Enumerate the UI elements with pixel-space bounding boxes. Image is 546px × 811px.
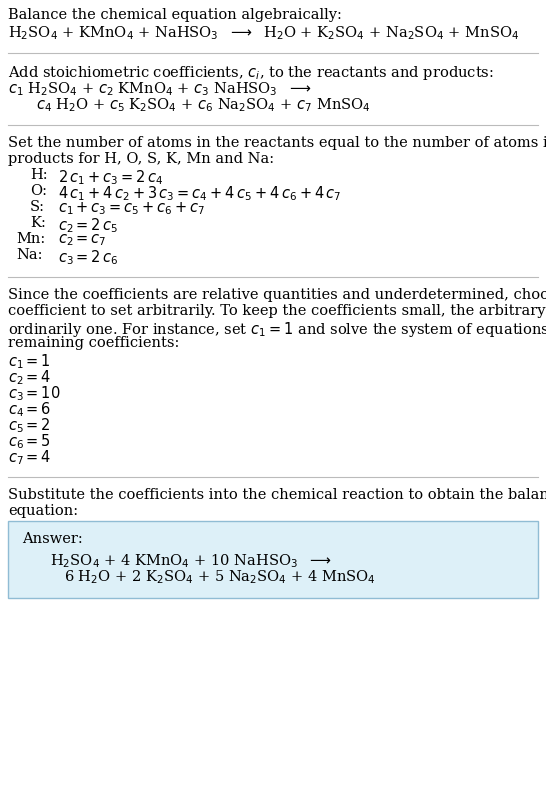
- Text: $c_4 = 6$: $c_4 = 6$: [8, 400, 51, 418]
- Text: products for H, O, S, K, Mn and Na:: products for H, O, S, K, Mn and Na:: [8, 152, 274, 165]
- Bar: [8, 521, 538, 598]
- Text: $c_1$ H$_2$SO$_4$ + $c_2$ KMnO$_4$ + $c_3$ NaHSO$_3$  $\longrightarrow$: $c_1$ H$_2$SO$_4$ + $c_2$ KMnO$_4$ + $c_…: [8, 80, 311, 97]
- Text: H$_2$SO$_4$ + 4 KMnO$_4$ + 10 NaHSO$_3$  $\longrightarrow$: H$_2$SO$_4$ + 4 KMnO$_4$ + 10 NaHSO$_3$ …: [50, 552, 331, 570]
- Text: K:: K:: [30, 216, 46, 230]
- Text: $c_6 = 5$: $c_6 = 5$: [8, 431, 51, 450]
- Text: $2\,c_1 + c_3 = 2\,c_4$: $2\,c_1 + c_3 = 2\,c_4$: [58, 168, 163, 187]
- Text: $c_4$ H$_2$O + $c_5$ K$_2$SO$_4$ + $c_6$ Na$_2$SO$_4$ + $c_7$ MnSO$_4$: $c_4$ H$_2$O + $c_5$ K$_2$SO$_4$ + $c_6$…: [36, 96, 371, 114]
- Text: Since the coefficients are relative quantities and underdetermined, choose a: Since the coefficients are relative quan…: [8, 288, 546, 302]
- Text: $c_3 = 10$: $c_3 = 10$: [8, 384, 61, 402]
- Text: $c_2 = c_7$: $c_2 = c_7$: [58, 232, 106, 247]
- Text: Answer:: Answer:: [22, 531, 83, 545]
- Text: $c_1 = 1$: $c_1 = 1$: [8, 351, 51, 371]
- Text: ordinarily one. For instance, set $c_1 = 1$ and solve the system of equations fo: ordinarily one. For instance, set $c_1 =…: [8, 320, 546, 338]
- Text: remaining coefficients:: remaining coefficients:: [8, 336, 180, 350]
- Text: Mn:: Mn:: [16, 232, 45, 246]
- Text: Add stoichiometric coefficients, $c_i$, to the reactants and products:: Add stoichiometric coefficients, $c_i$, …: [8, 64, 494, 82]
- Text: Balance the chemical equation algebraically:: Balance the chemical equation algebraica…: [8, 8, 342, 22]
- Text: Set the number of atoms in the reactants equal to the number of atoms in the: Set the number of atoms in the reactants…: [8, 135, 546, 150]
- Text: H$_2$SO$_4$ + KMnO$_4$ + NaHSO$_3$  $\longrightarrow$  H$_2$O + K$_2$SO$_4$ + Na: H$_2$SO$_4$ + KMnO$_4$ + NaHSO$_3$ $\lon…: [8, 24, 519, 41]
- Text: Substitute the coefficients into the chemical reaction to obtain the balanced: Substitute the coefficients into the che…: [8, 487, 546, 501]
- Text: $c_7 = 4$: $c_7 = 4$: [8, 448, 51, 466]
- Text: coefficient to set arbitrarily. To keep the coefficients small, the arbitrary va: coefficient to set arbitrarily. To keep …: [8, 303, 546, 318]
- Text: equation:: equation:: [8, 504, 78, 517]
- Text: $c_2 = 2\,c_5$: $c_2 = 2\,c_5$: [58, 216, 118, 234]
- Text: 6 H$_2$O + 2 K$_2$SO$_4$ + 5 Na$_2$SO$_4$ + 4 MnSO$_4$: 6 H$_2$O + 2 K$_2$SO$_4$ + 5 Na$_2$SO$_4…: [64, 568, 376, 586]
- Text: S:: S:: [30, 200, 45, 214]
- Text: Na:: Na:: [16, 247, 43, 262]
- Text: $c_2 = 4$: $c_2 = 4$: [8, 367, 51, 386]
- Text: $c_1 + c_3 = c_5 + c_6 + c_7$: $c_1 + c_3 = c_5 + c_6 + c_7$: [58, 200, 205, 217]
- Text: H:: H:: [30, 168, 48, 182]
- Text: O:: O:: [30, 184, 47, 198]
- Text: $4\,c_1 + 4\,c_2 + 3\,c_3 = c_4 + 4\,c_5 + 4\,c_6 + 4\,c_7$: $4\,c_1 + 4\,c_2 + 3\,c_3 = c_4 + 4\,c_5…: [58, 184, 341, 203]
- Text: $c_5 = 2$: $c_5 = 2$: [8, 415, 51, 434]
- Text: $c_3 = 2\,c_6$: $c_3 = 2\,c_6$: [58, 247, 118, 266]
